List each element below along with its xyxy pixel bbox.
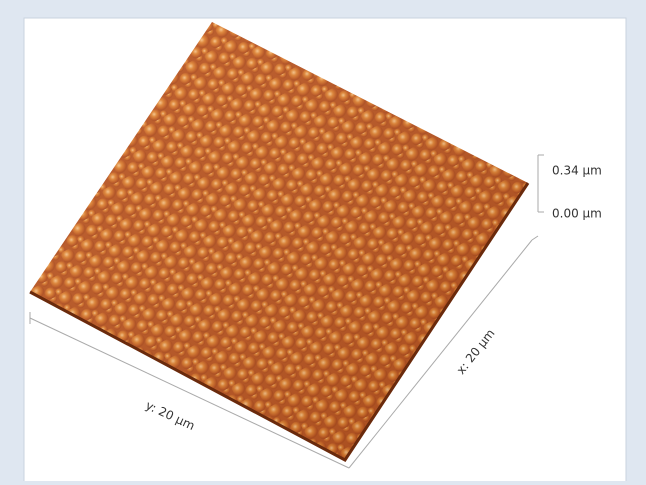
- z-top-label: 0.34 µm: [552, 164, 602, 178]
- afm-figure: 0.34 µm 0.00 µm y: 20 µm x: 20 µm: [0, 0, 646, 481]
- page: {"scale": {"top": "0.34 µm", "bottom": "…: [0, 0, 646, 481]
- z-bottom-label: 0.00 µm: [552, 207, 602, 221]
